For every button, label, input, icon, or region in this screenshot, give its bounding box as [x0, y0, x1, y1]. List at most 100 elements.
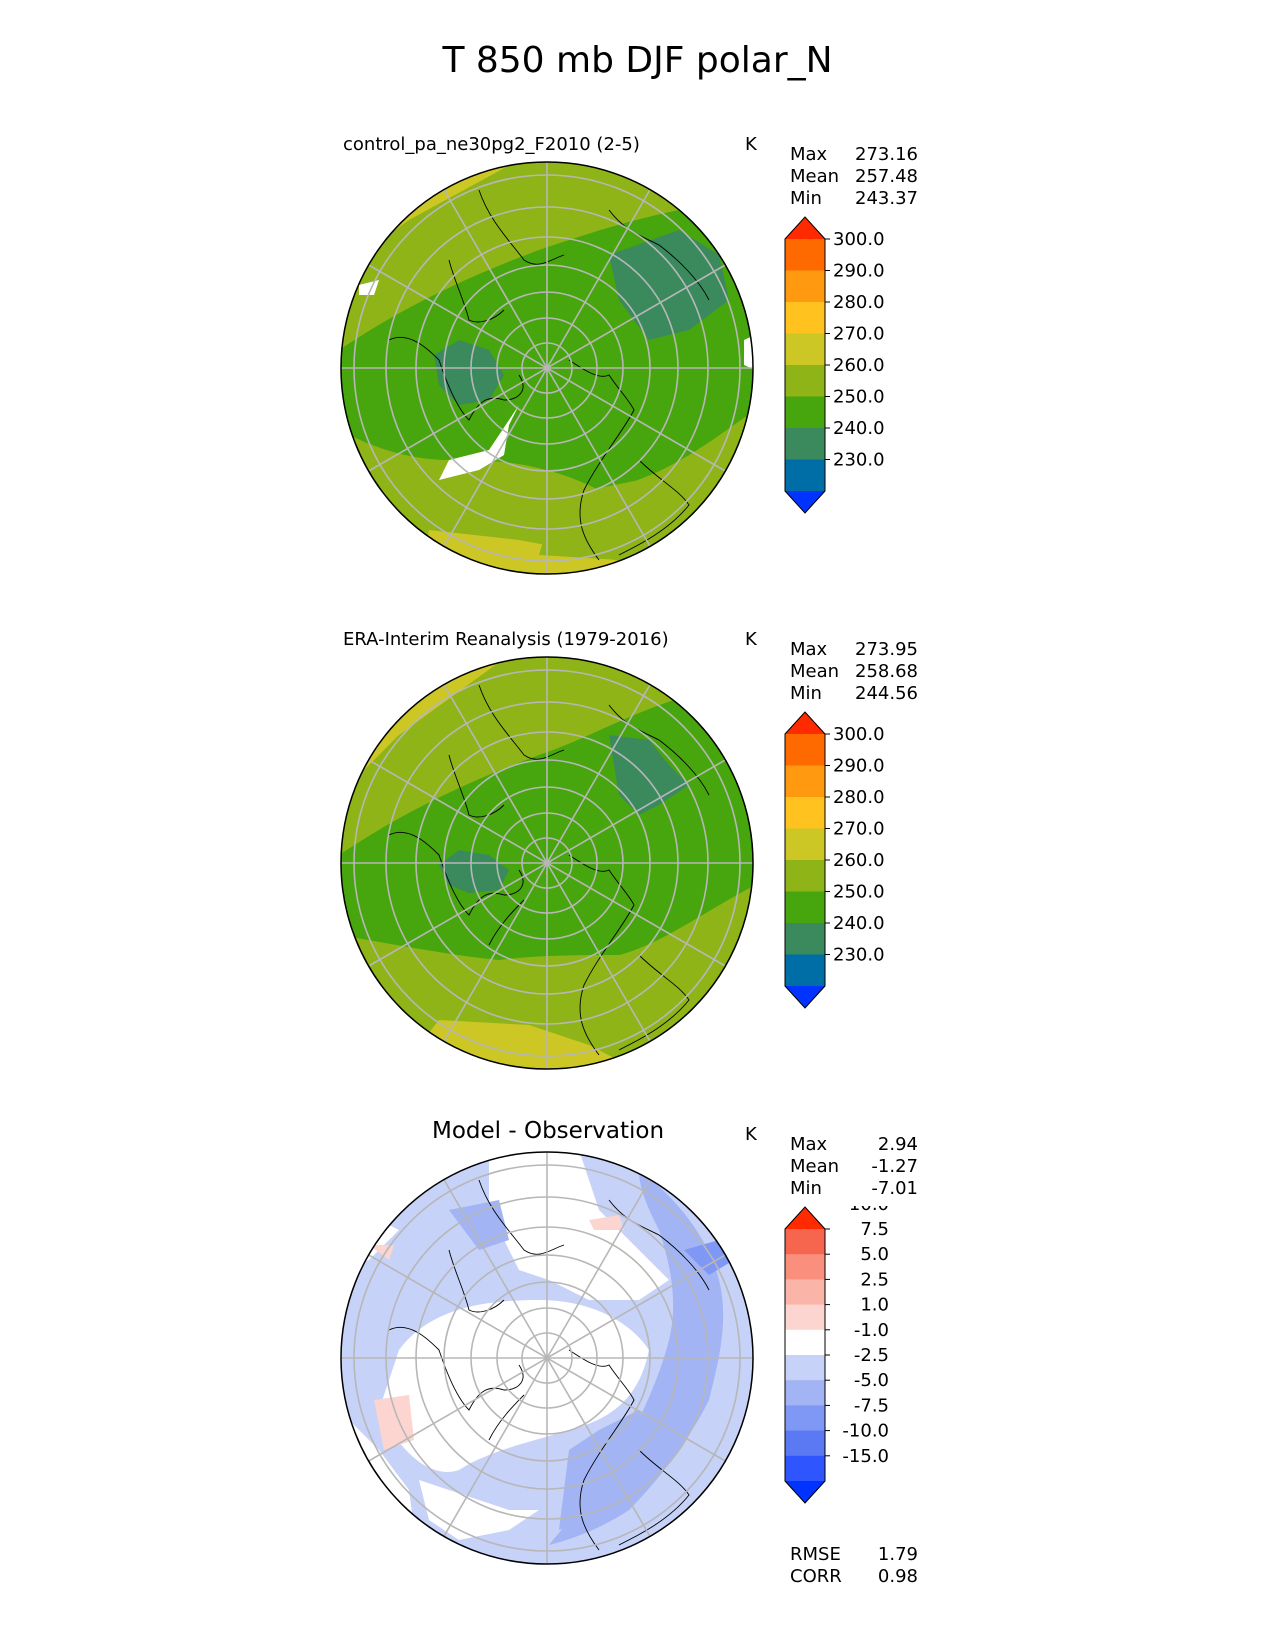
- colorbar-swatch: [785, 860, 825, 892]
- colorbar-tick-label: 10.0: [849, 1206, 889, 1215]
- grid-lines: [341, 657, 753, 1069]
- colorbar-extend-min: [785, 1481, 825, 1503]
- colorbar-tick-label: 240.0: [833, 913, 885, 934]
- colorbar-extend-max: [785, 712, 825, 734]
- stats-box: Max 273.16 Mean 257.48 Min 243.37: [790, 144, 918, 210]
- panel-title: ERA-Interim Reanalysis (1979-2016): [343, 629, 669, 650]
- colorbar-tick-label: 240.0: [833, 418, 885, 439]
- stat-value: 1.79: [877, 1544, 918, 1565]
- colorbar-swatch: [785, 1304, 825, 1331]
- colorbar-tick-label: 290.0: [833, 261, 885, 282]
- map-boundary: [340, 161, 754, 575]
- colorbar-tick-label: 300.0: [833, 229, 885, 250]
- stat-value: 0.98: [877, 1566, 918, 1587]
- stat-label: Min: [790, 188, 822, 209]
- units-label: K: [745, 629, 757, 650]
- colorbar-swatch: [785, 923, 825, 955]
- colorbar-tick-label: -15.0: [842, 1446, 889, 1467]
- stat-row-min: Min -7.01: [790, 1178, 918, 1200]
- colorbar-swatch: [785, 1455, 825, 1482]
- colorbar-swatch: [785, 1279, 825, 1306]
- stat-row-rmse: RMSE 1.79: [790, 1544, 918, 1566]
- colorbar-swatch: [785, 954, 825, 987]
- bottom-stats: RMSE 1.79 CORR 0.98: [790, 1544, 918, 1588]
- colorbar-tick-label: 230.0: [833, 450, 885, 471]
- coastlines: [388, 684, 710, 1056]
- coastlines: [388, 1179, 710, 1551]
- colorbar-swatch: [785, 1430, 825, 1457]
- colorbar-swatch: [785, 891, 825, 924]
- stat-row-min: Min 244.56: [790, 683, 918, 705]
- colorbar-extend-max: [785, 217, 825, 239]
- stat-row-corr: CORR 0.98: [790, 1566, 918, 1588]
- stat-label: Mean: [790, 166, 840, 187]
- colorbar-swatch: [785, 797, 825, 829]
- stat-label: Mean: [790, 1156, 840, 1177]
- colorbar-tick-label: 230.0: [833, 945, 885, 966]
- page-title: T 850 mb DJF polar_N: [442, 40, 833, 81]
- panel-title: Model - Observation: [432, 1118, 665, 1144]
- stats-box: Max 273.95 Mean 258.68 Min 244.56: [790, 639, 918, 705]
- stat-row-mean: Mean 258.68: [790, 661, 918, 683]
- units-label: K: [745, 1124, 757, 1145]
- colorbar-swatch: [785, 1254, 825, 1280]
- colorbar-tick-label: 310.0: [833, 711, 885, 714]
- colorbar-extend-min: [785, 986, 825, 1008]
- colorbar-swatch: [785, 459, 825, 492]
- stat-label: RMSE: [790, 1544, 841, 1565]
- colorbar-tick-label: -5.0: [854, 1370, 889, 1391]
- colorbar-tick-label: 250.0: [833, 387, 885, 408]
- colorbar-tick-label: 260.0: [833, 850, 885, 871]
- colorbar-tick-label: 1.0: [860, 1295, 889, 1316]
- stat-row-max: Max 2.94: [790, 1134, 918, 1156]
- grid-lines: [341, 162, 753, 574]
- colorbar-tick-label: -7.5: [854, 1395, 889, 1416]
- map-boundary: [340, 1151, 754, 1565]
- stat-label: Max: [790, 1134, 828, 1155]
- colorbar-outline: [784, 1206, 826, 1504]
- colorbar-outline: [784, 711, 826, 1009]
- stat-value: 258.68: [855, 661, 918, 682]
- colorbar-swatch: [785, 828, 825, 861]
- stat-value: 244.56: [855, 683, 918, 704]
- colorbar-swatch: [785, 333, 825, 366]
- colorbar-tick-label: 290.0: [833, 756, 885, 777]
- stat-value: 2.94: [877, 1134, 918, 1155]
- stat-value: 243.37: [855, 188, 918, 209]
- colorbar-swatch: [785, 270, 825, 303]
- grid-lines: [341, 1152, 753, 1564]
- colorbar: -15.0 -10.0 -7.5 -5.0 -2.5 -1.0 1.0 2.5 5.0 7.5 10…: [784, 1206, 889, 1504]
- stat-value: -1.27: [871, 1156, 918, 1177]
- colorbar-swatch: [785, 765, 825, 798]
- colorbar-swatch: [785, 734, 825, 766]
- colorbar-extend-max: [785, 1207, 825, 1229]
- stats-box: Max 2.94 Mean -1.27 Min -7.01: [790, 1134, 918, 1200]
- colorbar-tick-label: 270.0: [833, 324, 885, 345]
- colorbar-swatch: [785, 1329, 825, 1356]
- map-boundary: [340, 656, 754, 1070]
- colorbar-tick-label: 260.0: [833, 355, 885, 376]
- panel-difference: Model - Observation K Max 2.94 Mean -1.27 …: [0, 1118, 1275, 1594]
- panel-reference: ERA-Interim Reanalysis (1979-2016) K Max…: [0, 629, 1275, 1099]
- colorbar-swatch: [785, 302, 825, 334]
- stat-row-max: Max 273.16: [790, 144, 918, 166]
- stat-label: Max: [790, 639, 828, 660]
- colorbar-tick-label: -2.5: [854, 1345, 889, 1366]
- colorbar-tick-label: -1.0: [854, 1320, 889, 1341]
- colorbar-extend-min: [785, 491, 825, 513]
- units-label: K: [745, 134, 757, 155]
- colorbar: 230.0 240.0 250.0 260.0 270.0 280.0 290.0 300.0…: [784, 711, 885, 1009]
- stat-label: Max: [790, 144, 828, 165]
- stat-value: 257.48: [855, 166, 918, 187]
- stat-value: 273.95: [855, 639, 918, 660]
- colorbar-tick-label: 7.5: [860, 1219, 889, 1240]
- stat-label: Mean: [790, 661, 840, 682]
- coastlines: [388, 189, 710, 561]
- colorbar-swatch: [785, 1380, 825, 1406]
- stat-row-min: Min 243.37: [790, 188, 918, 210]
- polar-map: [340, 1151, 754, 1565]
- colorbar-tick-label: 310.0: [833, 216, 885, 219]
- colorbar-tick-label: 2.5: [860, 1269, 889, 1290]
- colorbar-swatch: [785, 428, 825, 460]
- colorbar-tick-label: 270.0: [833, 819, 885, 840]
